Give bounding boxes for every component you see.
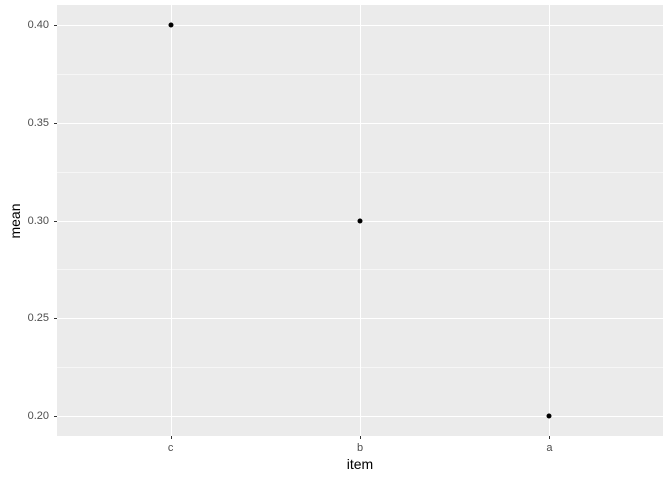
x-axis-tick [549, 436, 551, 439]
y-axis-tick [54, 122, 57, 124]
x-axis-tick [360, 436, 361, 439]
x-axis-title: item [346, 456, 374, 472]
data-point [168, 22, 174, 28]
x-tick-label: c [167, 442, 174, 454]
y-tick-label: 0.35 [27, 116, 49, 129]
plot-panel [57, 5, 663, 436]
y-tick-label: 0.25 [27, 312, 49, 325]
y-axis-tick [54, 416, 57, 418]
x-tick-label: a [546, 442, 553, 454]
x-major-gridline [170, 5, 172, 436]
x-axis-tick [170, 436, 172, 439]
x-tick-label: b [356, 442, 364, 454]
y-axis-tick [54, 220, 57, 222]
y-axis-tick [54, 24, 57, 26]
x-major-gridline [549, 5, 551, 436]
y-tick-label: 0.40 [27, 18, 49, 31]
y-tick-label: 0.20 [27, 410, 49, 423]
data-point [357, 218, 363, 223]
y-axis-tick [54, 318, 57, 320]
data-point [546, 413, 552, 419]
y-tick-label: 0.30 [27, 214, 49, 227]
